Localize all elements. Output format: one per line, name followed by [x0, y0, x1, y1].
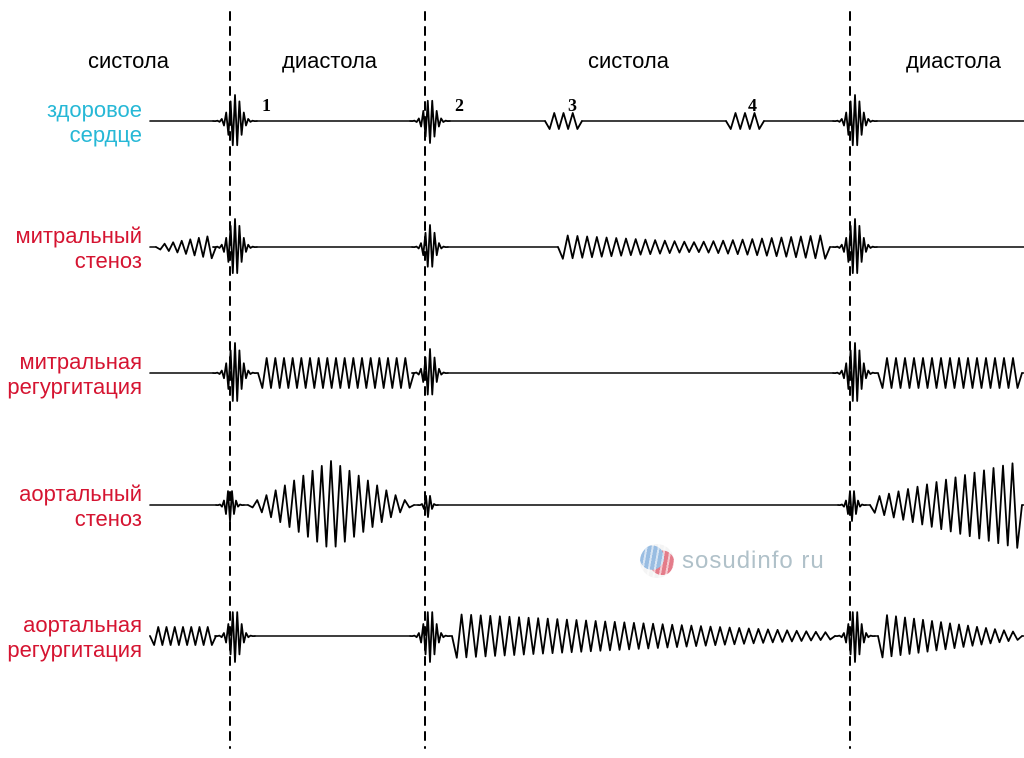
row-label-aortic-regurg: аортальная регургитация [0, 612, 142, 663]
phase-label-0: систола [88, 48, 169, 74]
sound-marker-3: 3 [568, 95, 577, 116]
row-label-aortic-stenosis: аортальный стеноз [0, 481, 142, 532]
sound-marker-2: 2 [455, 95, 464, 116]
watermark-text: sosudinfo ru [682, 547, 825, 575]
watermark-logo-icon [640, 544, 674, 578]
phase-label-1: диастола [282, 48, 377, 74]
row-label-healthy: здоровое сердце [0, 97, 142, 148]
phase-label-3: диастола [906, 48, 1001, 74]
row-label-mitral-stenosis: митральный стеноз [0, 223, 142, 274]
row-label-mitral-regurg: митральная регургитация [0, 349, 142, 400]
phase-label-2: систола [588, 48, 669, 74]
diagram-stage: систола диастола систола диастола здоров… [0, 0, 1024, 758]
sound-marker-4: 4 [748, 95, 757, 116]
watermark: sosudinfo ru [640, 544, 825, 578]
sound-marker-1: 1 [262, 95, 271, 116]
waveform-svg [0, 0, 1024, 758]
